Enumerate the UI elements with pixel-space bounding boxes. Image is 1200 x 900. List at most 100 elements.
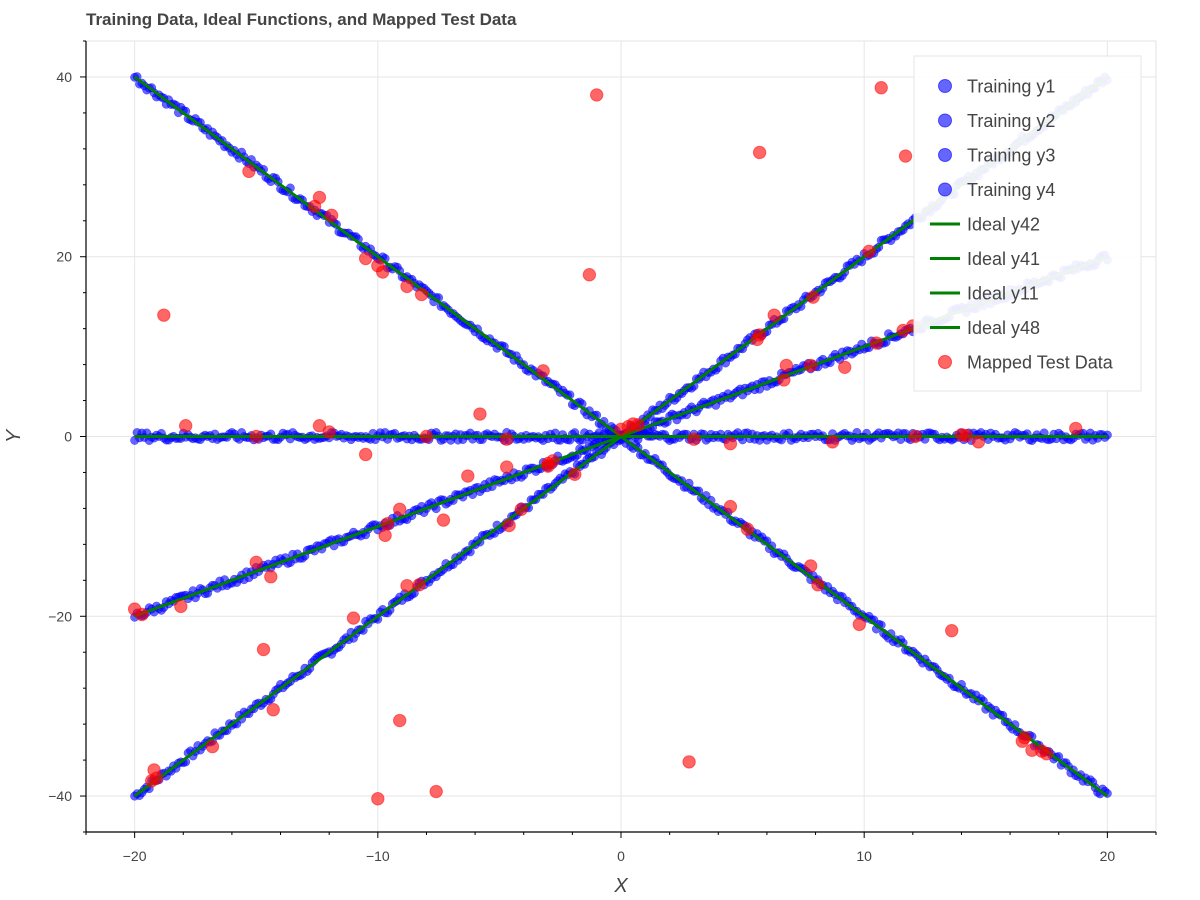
legend-label: Ideal y48: [967, 318, 1040, 338]
test-point: [412, 578, 426, 592]
chart-title: Training Data, Ideal Functions, and Mapp…: [86, 10, 517, 29]
test-point: [631, 418, 645, 432]
legend-dot-marker: [938, 355, 952, 369]
legend-dot-marker: [938, 148, 952, 162]
test-point: [205, 739, 220, 754]
test-point: [898, 149, 913, 163]
test-point: [322, 425, 336, 439]
test-point: [358, 447, 373, 462]
test-point: [346, 611, 361, 625]
test-point: [945, 623, 959, 638]
y-tick-label: 0: [64, 429, 72, 445]
test-point: [536, 364, 550, 378]
test-point: [414, 287, 429, 302]
test-point: [400, 279, 414, 294]
x-tick-label: −10: [366, 848, 390, 864]
legend: Training y1 Training y2 Training y3 Trainin…: [913, 55, 1142, 392]
test-point: [874, 81, 888, 95]
test-point: [174, 599, 188, 614]
test-point: [419, 429, 434, 444]
x-tick-label: 10: [856, 848, 872, 864]
test-point: [312, 419, 327, 433]
x-tick-label: 0: [617, 848, 625, 864]
y-tick-label: 20: [56, 249, 72, 265]
test-point: [546, 454, 560, 468]
x-tick-label: 20: [1100, 848, 1116, 864]
test-point: [473, 407, 487, 421]
test-point: [461, 469, 475, 483]
test-point: [682, 755, 696, 769]
test-point: [803, 358, 818, 373]
test-point: [249, 555, 263, 570]
y-tick-label: 40: [56, 69, 72, 85]
test-point: [838, 360, 852, 374]
y-axis-label: Y: [3, 428, 25, 443]
test-point: [500, 460, 514, 474]
legend-dot-marker: [938, 182, 952, 197]
test-point: [752, 145, 767, 160]
test-point: [723, 499, 738, 514]
test-point: [324, 208, 339, 223]
y-tick-label: −40: [48, 788, 72, 804]
test-point: [589, 88, 604, 102]
legend-label: Training y2: [967, 111, 1055, 131]
x-tick-label: −20: [123, 848, 147, 864]
legend-label: Ideal y42: [967, 215, 1040, 235]
test-point: [687, 432, 701, 446]
test-point: [135, 607, 149, 622]
legend-label: Training y4: [967, 180, 1055, 200]
test-point: [582, 268, 597, 282]
test-point: [777, 373, 791, 387]
test-point: [149, 771, 164, 785]
test-point: [242, 164, 256, 179]
legend-label: Training y3: [967, 146, 1055, 166]
test-point: [1039, 747, 1054, 761]
y-tick-label: −20: [48, 608, 72, 624]
test-point: [429, 784, 443, 799]
test-point: [862, 244, 876, 259]
test-point: [767, 308, 781, 322]
test-point: [380, 516, 395, 531]
test-point: [179, 419, 193, 433]
test-point: [502, 518, 516, 533]
test-point: [307, 199, 322, 214]
test-point: [825, 435, 840, 449]
x-axis-label: X: [613, 875, 628, 897]
test-point: [750, 332, 764, 347]
test-point: [500, 432, 514, 446]
test-point: [1069, 421, 1083, 436]
test-point: [806, 290, 820, 304]
test-point: [514, 502, 528, 517]
test-point: [266, 703, 280, 717]
test-point: [400, 579, 414, 593]
test-point: [393, 713, 407, 728]
legend-label: Mapped Test Data: [967, 353, 1114, 373]
test-point: [378, 528, 392, 543]
test-point: [723, 436, 738, 451]
test-point: [779, 358, 794, 373]
test-point: [264, 570, 278, 584]
test-point: [908, 429, 922, 444]
test-points-layer: [127, 81, 1083, 806]
test-point: [436, 513, 451, 527]
test-point: [358, 251, 373, 266]
test-point: [157, 308, 171, 322]
test-point: [869, 336, 884, 350]
test-point: [852, 617, 867, 632]
test-point: [971, 435, 986, 449]
axes-layer: −20 −10 0 10 20 −40 −20 0 20 40 X Y: [3, 40, 1157, 897]
test-point: [803, 559, 818, 573]
test-point: [249, 429, 263, 444]
legend-label: Ideal y11: [967, 284, 1039, 304]
legend-dot-marker: [938, 79, 952, 93]
test-point: [959, 428, 974, 443]
test-point: [375, 265, 390, 279]
test-point: [1017, 730, 1032, 745]
legend-label: Training y1: [967, 77, 1055, 97]
test-point: [393, 502, 407, 517]
test-point: [256, 642, 271, 657]
test-point: [371, 792, 385, 806]
legend-label: Ideal y41: [967, 249, 1040, 269]
test-point: [740, 522, 755, 536]
